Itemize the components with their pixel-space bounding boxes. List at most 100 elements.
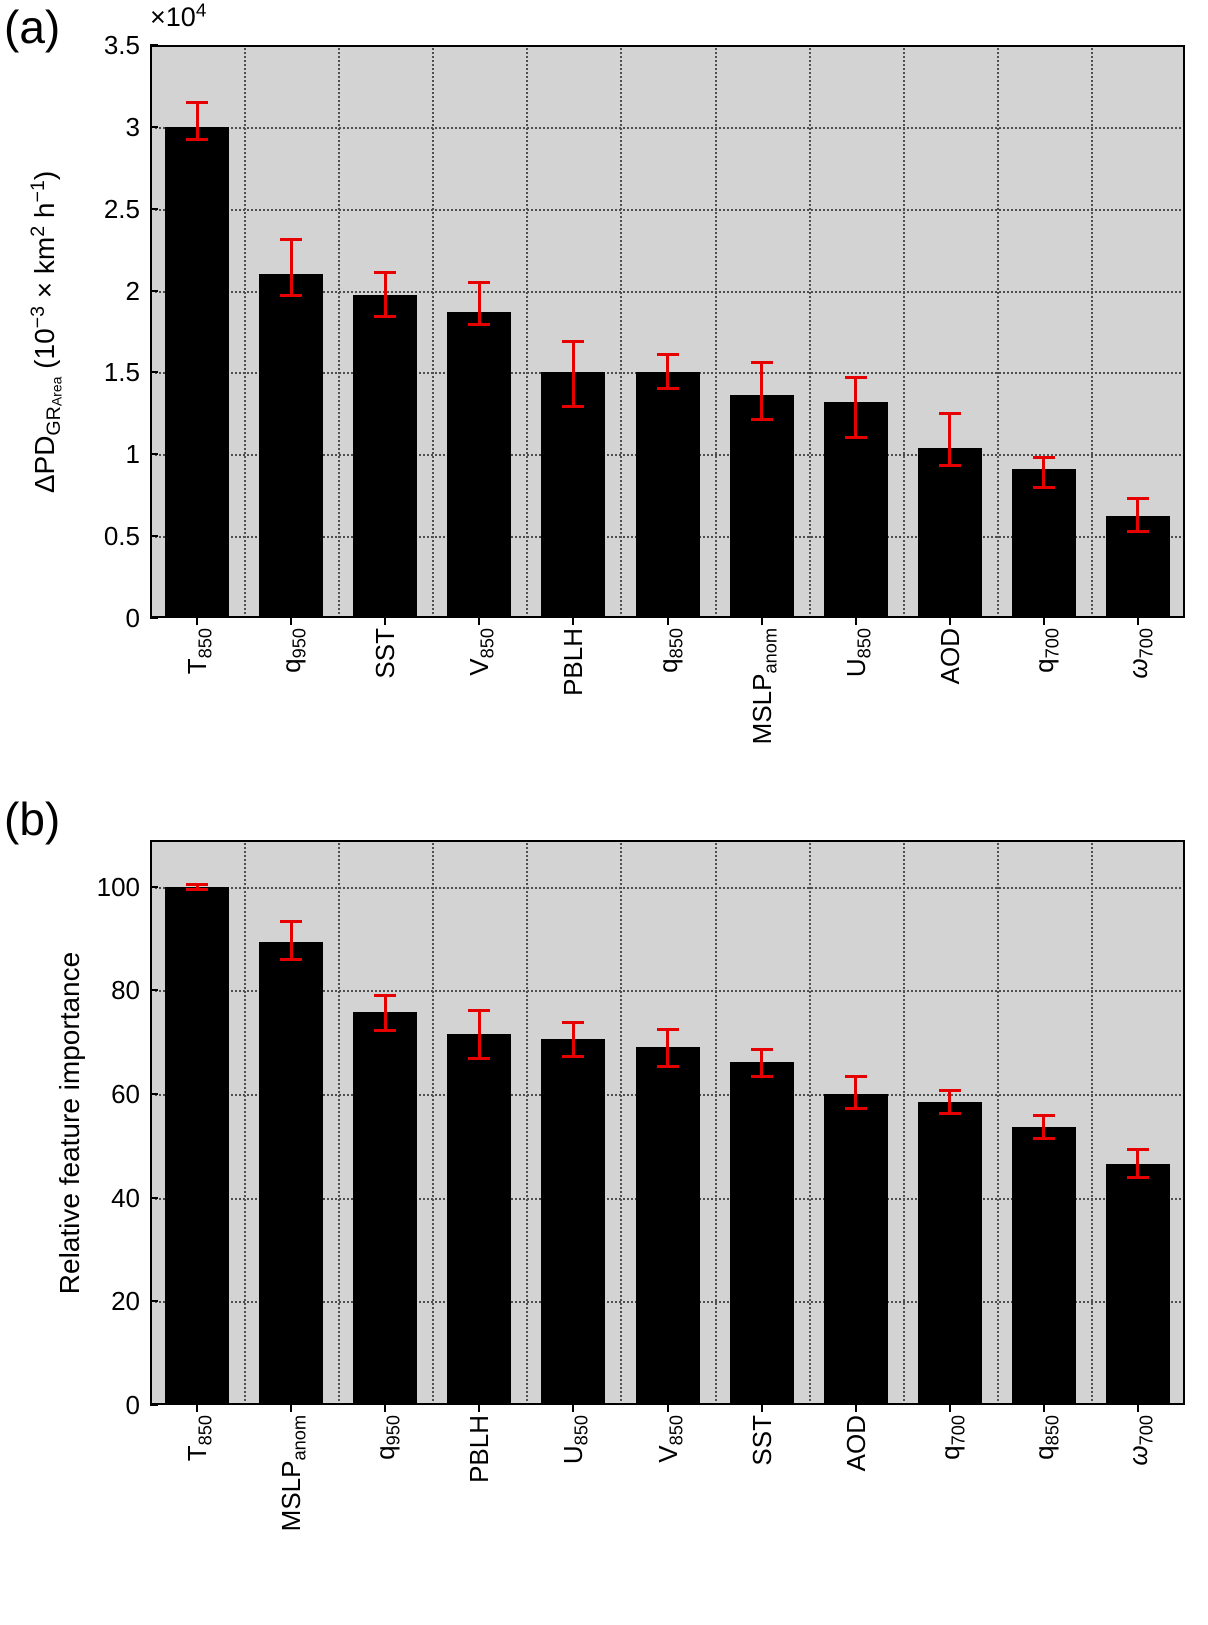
error-bar bbox=[666, 354, 669, 389]
bar-SST bbox=[353, 295, 418, 618]
error-bar-cap bbox=[468, 1009, 491, 1013]
v-gridline bbox=[996, 840, 999, 1405]
x-tick-mark bbox=[666, 1405, 669, 1412]
v-gridline bbox=[432, 840, 435, 1405]
y-tick-mark bbox=[150, 535, 158, 538]
h-gridline bbox=[150, 990, 1185, 993]
error-bar bbox=[1136, 1149, 1140, 1178]
error-bar bbox=[854, 1076, 858, 1109]
x-tick-label-PBLH: PBLH bbox=[464, 1415, 495, 1483]
h-gridline bbox=[150, 290, 1185, 293]
y-tick-mark bbox=[150, 885, 158, 888]
x-tick-label-U_850: U850 bbox=[558, 1415, 592, 1465]
error-bar bbox=[571, 1022, 575, 1057]
v-gridline bbox=[620, 45, 623, 618]
plot-area bbox=[150, 44, 1185, 619]
y-tick-mark bbox=[150, 1404, 158, 1406]
error-bar-cap bbox=[1126, 529, 1149, 533]
error-bar bbox=[477, 282, 481, 325]
error-bar bbox=[195, 102, 199, 140]
error-bar bbox=[1136, 498, 1140, 532]
x-tick-label-SST: SST bbox=[746, 1415, 777, 1466]
x-tick-mark bbox=[290, 618, 293, 625]
error-bar bbox=[760, 362, 764, 420]
error-bar-cap bbox=[186, 887, 209, 891]
y-tick-mark bbox=[150, 617, 158, 619]
v-gridline bbox=[714, 45, 717, 618]
error-bar bbox=[289, 921, 293, 960]
bar-MSLP_anom bbox=[729, 395, 794, 618]
v-gridline bbox=[1090, 45, 1093, 618]
y-tick-label: 3 bbox=[125, 111, 140, 142]
error-bar-cap bbox=[468, 280, 491, 284]
v-gridline bbox=[338, 840, 341, 1405]
x-tick-label-q_950: q950 bbox=[370, 1415, 404, 1460]
error-bar-cap bbox=[938, 411, 961, 415]
error-bar-cap bbox=[186, 100, 209, 104]
x-tick-mark bbox=[290, 1405, 293, 1412]
panel-a: (a) ×104 ΔPDGRArea (10−3 × km2 h−1) 0 0.5… bbox=[0, 0, 1208, 792]
x-tick-mark bbox=[854, 1405, 857, 1412]
y-tick-label: 3.5 bbox=[103, 30, 140, 60]
error-bar bbox=[948, 413, 952, 466]
error-bar bbox=[760, 1049, 764, 1077]
v-gridline bbox=[338, 45, 341, 618]
y-tick-label: 80 bbox=[111, 975, 140, 1006]
error-bar-cap bbox=[186, 883, 209, 887]
error-bar-cap bbox=[1126, 496, 1149, 500]
v-gridline bbox=[902, 840, 905, 1405]
bar-MSLP_anom bbox=[259, 942, 324, 1405]
x-tick-mark bbox=[478, 1405, 481, 1412]
bar-q_950 bbox=[353, 1012, 418, 1405]
error-bar-cap bbox=[280, 238, 303, 242]
error-bar bbox=[383, 995, 387, 1031]
error-bar bbox=[948, 1090, 952, 1114]
y-tick-label: 2.5 bbox=[103, 193, 140, 224]
x-tick-mark bbox=[196, 1405, 199, 1412]
error-bar-cap bbox=[562, 1054, 585, 1058]
error-bar-cap bbox=[844, 375, 867, 379]
error-bar-cap bbox=[750, 361, 773, 365]
error-bar-cap bbox=[186, 138, 209, 142]
y-tick-label: 60 bbox=[111, 1078, 140, 1109]
axis-offset-label: ×104 bbox=[150, 0, 207, 32]
x-tick-mark bbox=[384, 1405, 387, 1412]
v-gridline bbox=[902, 45, 905, 618]
error-bar-cap bbox=[374, 1029, 397, 1033]
error-bar-cap bbox=[656, 1065, 679, 1069]
x-tick-mark bbox=[854, 618, 857, 625]
error-bar-cap bbox=[280, 957, 303, 961]
error-bar-cap bbox=[656, 352, 679, 356]
error-bar-cap bbox=[844, 1074, 867, 1078]
v-gridline bbox=[808, 840, 811, 1405]
error-bar-cap bbox=[562, 339, 585, 343]
bar-T_850 bbox=[165, 126, 230, 618]
error-bar bbox=[383, 272, 387, 317]
bar-ω_700 bbox=[1105, 516, 1170, 618]
error-bar bbox=[477, 1010, 481, 1059]
bar-V_850 bbox=[635, 1046, 700, 1405]
error-bar-cap bbox=[280, 919, 303, 923]
y-tick-label: 0 bbox=[125, 603, 140, 633]
bar-q_700 bbox=[1011, 469, 1076, 618]
bar-q_950 bbox=[259, 274, 324, 618]
bar-AOD bbox=[917, 447, 982, 618]
bar-q_850 bbox=[635, 372, 700, 618]
y-tick-label: 20 bbox=[111, 1286, 140, 1317]
v-gridline bbox=[996, 45, 999, 618]
error-bar-cap bbox=[656, 387, 679, 391]
x-tick-label-T_850: T850 bbox=[182, 1415, 216, 1462]
v-gridline bbox=[526, 45, 529, 618]
x-tick-mark bbox=[572, 1405, 575, 1412]
x-tick-mark bbox=[760, 618, 763, 625]
bar-AOD bbox=[823, 1093, 888, 1405]
v-gridline bbox=[620, 840, 623, 1405]
x-tick-mark bbox=[478, 618, 481, 625]
y-tick-mark bbox=[150, 1196, 158, 1199]
panel-b: (b) Relative feature importance 0 20 40 60 8… bbox=[0, 792, 1208, 1584]
error-bar-cap bbox=[1126, 1147, 1149, 1151]
x-tick-mark bbox=[666, 618, 669, 625]
error-bar-cap bbox=[1126, 1176, 1149, 1180]
error-bar-cap bbox=[844, 436, 867, 440]
y-tick-label: 100 bbox=[96, 871, 140, 902]
